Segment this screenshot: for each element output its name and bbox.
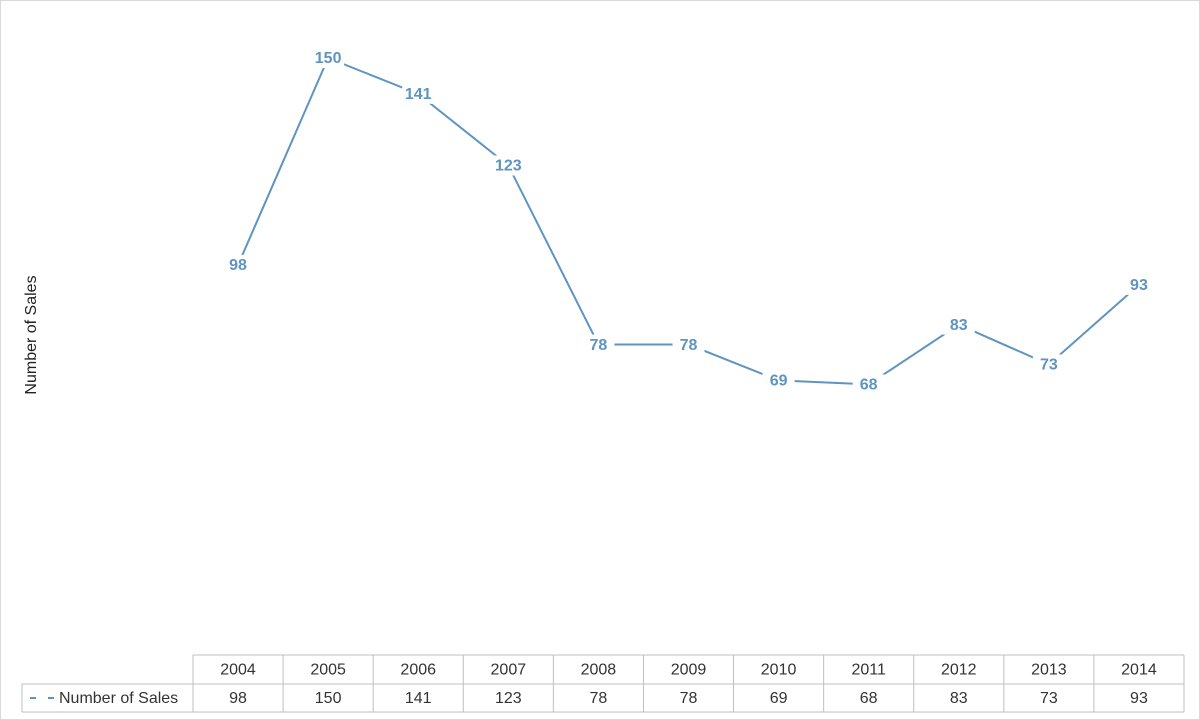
label-bg [492,155,525,176]
label-bg [582,334,615,355]
table-value: 73 [1040,690,1058,707]
label-bg [402,83,435,104]
table-value: 141 [405,690,432,707]
data-label: 68 [860,377,878,394]
table-value: 78 [590,690,608,707]
data-label: 150 [315,50,342,67]
label-bg [762,370,795,391]
label-bg [1032,354,1065,375]
data-label: 93 [1130,277,1148,294]
table-value: 123 [495,690,522,707]
x-tick-label: 2013 [1031,662,1067,679]
label-bg [852,374,885,395]
x-tick-label: 2014 [1121,662,1157,679]
data-label: 98 [229,257,247,274]
x-tick-label: 2009 [671,662,707,679]
table-value: 98 [229,690,247,707]
x-tick-label: 2006 [400,662,436,679]
x-tick-label: 2012 [941,662,977,679]
table-value: 68 [860,690,878,707]
x-tick-label: 2008 [581,662,617,679]
data-label: 69 [770,373,788,390]
data-label: 78 [590,337,608,354]
data-label: 78 [680,337,698,354]
data-label: 141 [405,86,432,103]
data-label: 73 [1040,357,1058,374]
x-tick-label: 2004 [220,662,256,679]
table-value: 78 [680,690,698,707]
data-label: 123 [495,158,522,175]
legend-label: Number of Sales [59,690,178,707]
table-value: 69 [770,690,788,707]
label-bg [222,254,255,275]
x-tick-label: 2011 [851,662,886,679]
label-bg [672,334,705,355]
table-value: 150 [315,690,342,707]
label-bg [312,48,345,68]
table-value: 83 [950,690,968,707]
y-axis-title: Number of Sales [23,275,40,394]
label-bg [942,314,975,335]
x-tick-label: 2007 [491,662,527,679]
label-bg [1122,274,1155,295]
data-label: 83 [950,317,968,334]
table-value: 93 [1130,690,1148,707]
x-tick-label: 2010 [761,662,797,679]
x-tick-label: 2005 [310,662,346,679]
